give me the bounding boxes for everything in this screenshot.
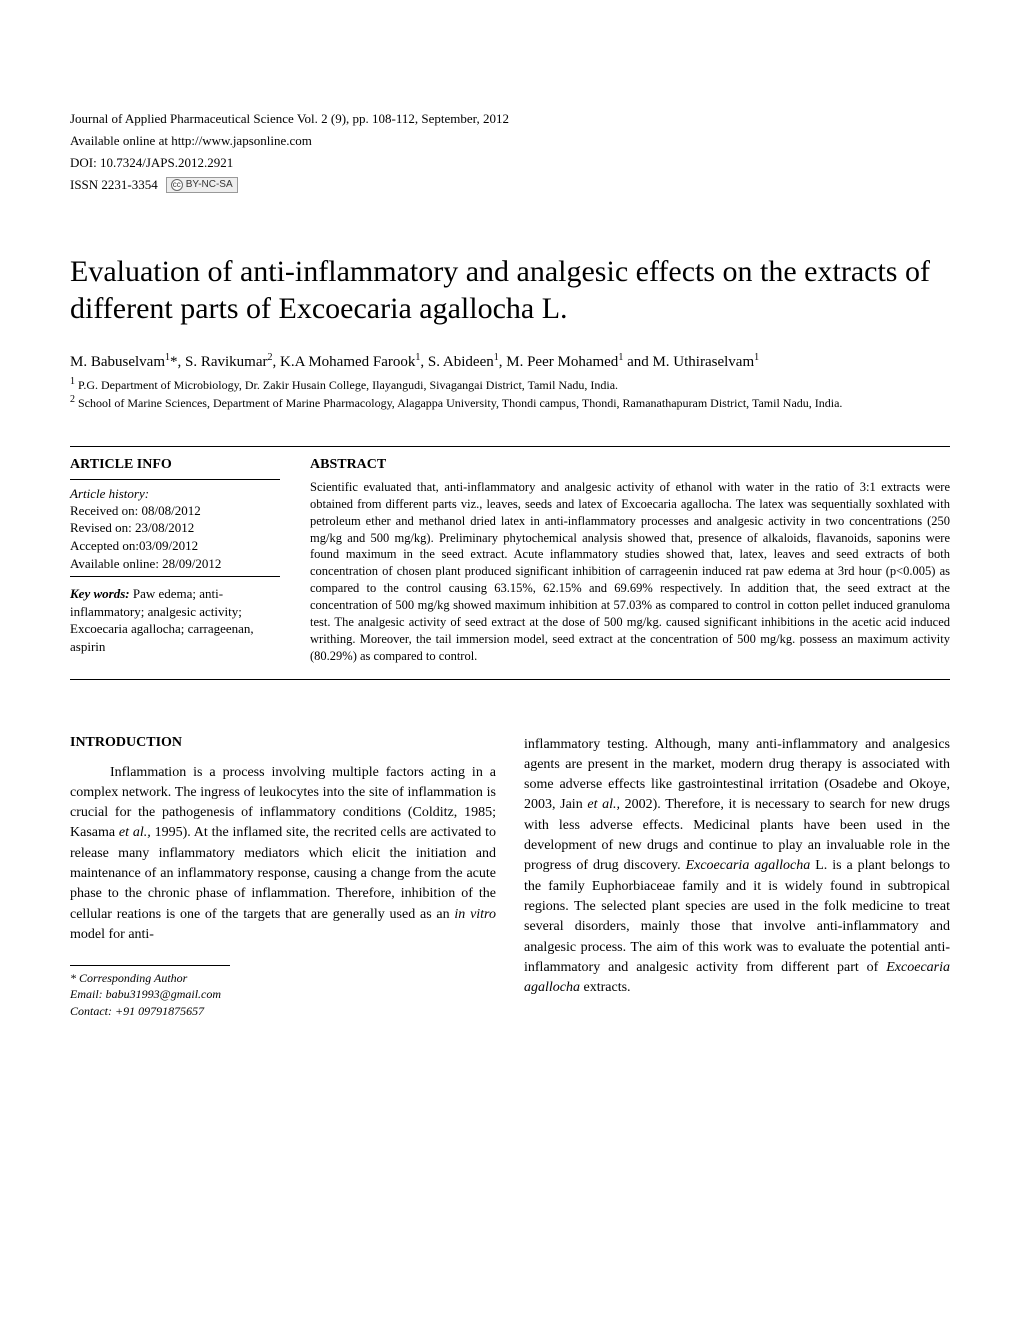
keywords-block: Key words: Paw edema; anti-inflammatory;… bbox=[70, 585, 280, 655]
introduction-text-left: Inflammation is a process involving mult… bbox=[70, 763, 496, 946]
issn-line: ISSN 2231-3354 cc BY-NC-SA bbox=[70, 177, 950, 193]
article-history-label: Article history: bbox=[70, 486, 280, 502]
affiliation-1: 1 P.G. Department of Microbiology, Dr. Z… bbox=[70, 375, 950, 393]
main-body-columns: INTRODUCTION Inflammation is a process i… bbox=[70, 735, 950, 1019]
column-right: inflammatory testing. Although, many ant… bbox=[524, 735, 950, 1019]
authors-list: M. Babuselvam1*, S. Ravikumar2, K.A Moha… bbox=[70, 352, 950, 371]
affiliation-2: 2 School of Marine Sciences, Department … bbox=[70, 393, 950, 411]
cc-license-badge: cc BY-NC-SA bbox=[166, 177, 238, 193]
journal-doi: DOI: 10.7324/JAPS.2012.2921 bbox=[70, 154, 950, 172]
cc-icon: cc bbox=[171, 179, 183, 191]
corresponding-email: Email: babu31993@gmail.com bbox=[70, 986, 496, 1002]
rule bbox=[70, 576, 280, 577]
introduction-text-right: inflammatory testing. Although, many ant… bbox=[524, 735, 950, 999]
article-info-column: ARTICLE INFO Article history: Received o… bbox=[70, 457, 280, 665]
column-left: INTRODUCTION Inflammation is a process i… bbox=[70, 735, 496, 1019]
introduction-heading: INTRODUCTION bbox=[70, 735, 496, 751]
issn-label: ISSN 2231-3354 bbox=[70, 177, 158, 193]
paper-title: Evaluation of anti-inflammatory and anal… bbox=[70, 253, 950, 328]
footnote-rule bbox=[70, 965, 230, 966]
corresponding-author-label: * Corresponding Author bbox=[70, 970, 496, 986]
keywords-label: Key words: bbox=[70, 586, 130, 601]
rule bbox=[70, 479, 280, 480]
abstract-text: Scientific evaluated that, anti-inflamma… bbox=[310, 479, 950, 665]
revised-date: Revised on: 23/08/2012 bbox=[70, 519, 280, 537]
info-abstract-block: ARTICLE INFO Article history: Received o… bbox=[70, 446, 950, 680]
abstract-heading: ABSTRACT bbox=[310, 457, 950, 473]
accepted-date: Accepted on:03/09/2012 bbox=[70, 537, 280, 555]
online-date: Available online: 28/09/2012 bbox=[70, 555, 280, 573]
journal-line-2: Available online at http://www.japsonlin… bbox=[70, 132, 950, 150]
journal-line-1: Journal of Applied Pharmaceutical Scienc… bbox=[70, 110, 950, 128]
received-date: Received on: 08/08/2012 bbox=[70, 502, 280, 520]
corresponding-contact: Contact: +91 09791875657 bbox=[70, 1003, 496, 1019]
journal-header: Journal of Applied Pharmaceutical Scienc… bbox=[70, 110, 950, 193]
article-info-heading: ARTICLE INFO bbox=[70, 457, 280, 473]
abstract-column: ABSTRACT Scientific evaluated that, anti… bbox=[310, 457, 950, 665]
cc-label: BY-NC-SA bbox=[186, 179, 233, 190]
